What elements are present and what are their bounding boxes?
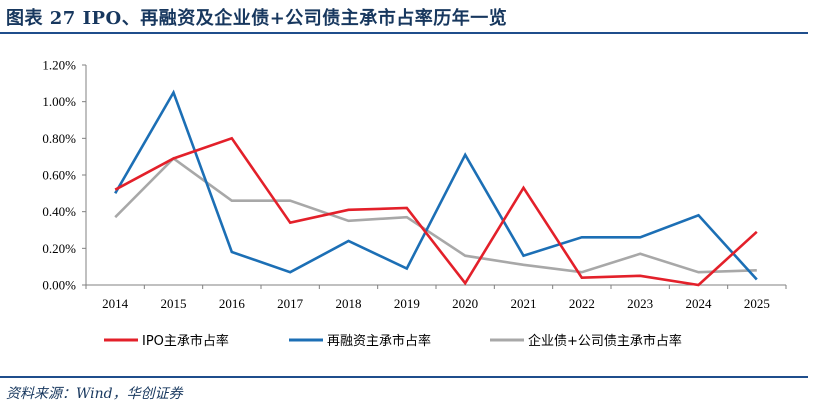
y-tick-label: 0.00%: [42, 278, 76, 293]
chart-title: 图表 27 IPO、再融资及企业债+公司债主承市占率历年一览: [6, 8, 508, 29]
legend: IPO主承市占率 再融资主承市占率 企业债+公司债主承市占率: [104, 333, 682, 349]
axes: 0.00% 0.20% 0.40% 0.60% 0.80% 1.00% 1.20% 2014 2…: [42, 58, 787, 311]
x-tick-label: 2018: [336, 296, 362, 311]
legend-label-2: 再融资主承市占率: [327, 333, 431, 349]
series-lines: [114, 89, 758, 287]
x-tick-label: 2022: [569, 296, 595, 311]
x-tick-label: 2016: [219, 296, 246, 311]
series-line-2: [114, 89, 758, 281]
line-chart: 0.00% 0.20% 0.40% 0.60% 0.80% 1.00% 1.20% 2014 2…: [42, 58, 787, 349]
title-bar: 图表 27 IPO、再融资及企业债+公司债主承市占率历年一览: [0, 0, 814, 32]
series-line-1: [114, 136, 758, 287]
bottom-rule: [0, 376, 808, 378]
y-tick-label: 1.00%: [42, 94, 76, 109]
x-tick-label: 2015: [161, 296, 187, 311]
series-line-3: [114, 156, 757, 274]
x-tick-label: 2017: [277, 296, 304, 311]
y-tick-label: 0.20%: [42, 241, 76, 256]
y-tick-label: 1.20%: [42, 58, 76, 73]
x-tick-label: 2021: [511, 296, 537, 311]
x-tick-label: 2019: [394, 296, 420, 311]
x-tick-label: 2023: [627, 296, 653, 311]
y-tick-label: 0.60%: [42, 168, 76, 183]
legend-label-1: IPO主承市占率: [142, 333, 229, 349]
top-rule: [0, 32, 808, 34]
y-tick-label: 0.80%: [42, 131, 76, 146]
x-tick-label: 2025: [744, 296, 770, 311]
x-tick-label: 2024: [686, 296, 713, 311]
source-note: 资料来源：Wind，华创证券: [6, 386, 183, 402]
x-tick-label: 2020: [452, 296, 478, 311]
x-tick-label: 2014: [102, 296, 129, 311]
legend-label-3: 企业债+公司债主承市占率: [528, 333, 682, 349]
y-tick-label: 0.40%: [42, 204, 76, 219]
